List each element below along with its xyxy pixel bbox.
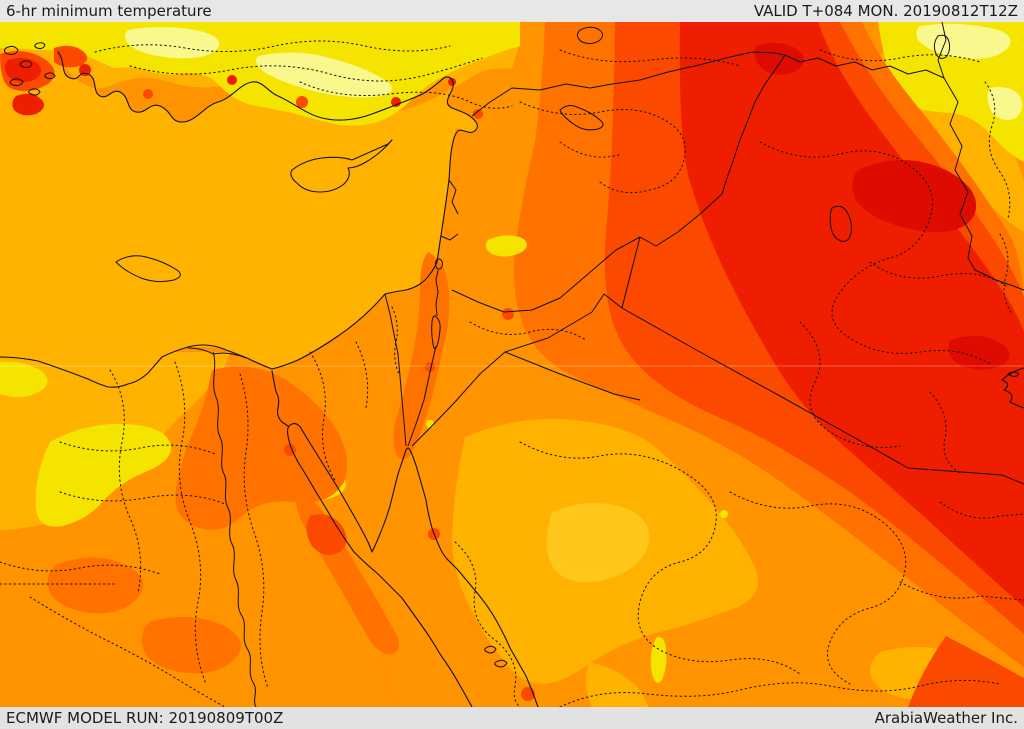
admin-egypt-3	[239, 373, 269, 689]
suez-canal	[271, 370, 289, 427]
red-sea-west-coastline	[286, 423, 473, 707]
contour-yellow-egypt-coast	[0, 361, 48, 398]
admin-turkey-5	[819, 49, 981, 63]
contour-pale-anatolia-1	[125, 27, 220, 59]
contour-darkred-mosul	[852, 160, 977, 233]
admin-egypt-2	[174, 361, 207, 685]
admin-egypt-6	[0, 561, 161, 575]
admin-iran-edge-2	[999, 233, 1013, 315]
contour-yellow-sinai-dot	[426, 420, 434, 428]
iraq-saudi-border	[621, 307, 1024, 485]
tiran-islands	[484, 645, 508, 668]
jordan-valley-borders	[407, 269, 439, 447]
lakes-and-rivers	[187, 26, 951, 707]
contour-pale-anatolia-2	[256, 52, 392, 98]
contour-red-aegean-2	[12, 93, 44, 116]
iran-iraq-border	[943, 77, 976, 271]
contour-darkorange-egypt-sw2	[141, 616, 241, 674]
admin-syria-1	[519, 101, 686, 194]
contour-pale-zagros-2	[987, 87, 1023, 120]
israel-egypt-border	[384, 293, 407, 447]
contour-red-iraq	[679, 22, 1024, 607]
admin-saudi-4	[559, 679, 1001, 707]
turkey-syria-border	[471, 51, 786, 117]
contour-orangered-bottom-right	[908, 636, 1024, 707]
attribution-label: ArabiaWeather Inc.	[874, 709, 1018, 727]
contour-orangered-redsea-west-spot	[306, 514, 347, 555]
coastlines	[0, 42, 1024, 707]
contour-yellow-galilee	[485, 235, 527, 257]
admin-israel	[391, 306, 401, 377]
jordan-iraq-border	[621, 236, 641, 309]
lebanon-borders	[440, 179, 459, 241]
contour-darkred-kuwait	[948, 335, 1010, 370]
admin-iraq-3	[799, 321, 901, 448]
admin-egypt-sw-diagonal	[29, 596, 226, 707]
jordan-saudi-border	[504, 293, 641, 401]
sea-of-galilee	[435, 258, 443, 270]
admin-turkey-3	[299, 81, 513, 109]
aegean-islands	[3, 42, 56, 96]
syria-jordan-border	[451, 236, 641, 313]
nile-delta-branches	[187, 347, 247, 359]
lake-tuz	[576, 26, 604, 45]
model-run-label: ECMWF MODEL RUN: 20190809T00Z	[6, 709, 284, 727]
syria-iraq-border	[639, 54, 786, 247]
persian-gulf-coastline	[974, 269, 1024, 291]
contour-orangered-south-syria-spot	[502, 308, 514, 320]
cyprus-island	[290, 139, 393, 193]
admin-egypt-5	[59, 491, 226, 505]
footer-bar: ECMWF MODEL RUN: 20190809T00Z ArabiaWeat…	[0, 707, 1024, 729]
jordan-saudi-border-west	[411, 351, 506, 447]
lake-tharthar	[829, 205, 852, 242]
header-bar: 6-hr minimum temperature VALID T+084 MON…	[0, 0, 1024, 22]
contour-pale-zagros-1	[916, 23, 1011, 59]
kuwait-island	[1007, 371, 1020, 377]
admin-saudi-1	[519, 441, 801, 675]
contour-amber-saudi-south	[585, 662, 648, 707]
admin-saudi-2	[729, 491, 907, 685]
admin-iraq-1	[759, 141, 991, 365]
contour-darkorange-egypt-sw1	[47, 557, 144, 614]
crete-island	[115, 255, 181, 283]
contour-yellow-saudi-dot	[720, 510, 728, 518]
turkey-iraq-border	[784, 54, 945, 79]
contour-field	[0, 22, 1024, 707]
admin-sinai-2	[355, 341, 369, 409]
admin-syria-2	[559, 141, 623, 158]
red-sea-east-coastline-sinai-aqaba	[291, 423, 539, 707]
admin-turkey-2	[129, 57, 483, 82]
kuwait-coastline	[1001, 367, 1024, 409]
admin-iran-edge-1	[984, 81, 1011, 219]
temperature-map-svg	[0, 22, 1024, 707]
contour-darkred-seturkey	[754, 42, 804, 75]
page-title: 6-hr minimum temperature	[6, 2, 212, 20]
admin-jordan	[469, 321, 587, 341]
country-borders	[384, 22, 1024, 485]
mediterranean-coastline	[0, 51, 478, 388]
admin-boundaries	[0, 40, 1024, 707]
dead-sea	[431, 315, 441, 350]
admin-egypt-1	[109, 369, 142, 593]
contour-orangered-deadsea-spot	[425, 362, 435, 372]
admin-iraq-4	[929, 391, 963, 475]
contour-red-coast-spots	[79, 64, 483, 119]
contour-amber-mediterranean	[0, 46, 478, 387]
admin-iraq-2	[869, 261, 1007, 287]
admin-saudi-6	[899, 581, 1024, 601]
temperature-map	[0, 22, 1024, 707]
contour-yellow-saudi-sliver	[650, 637, 667, 683]
contour-yellow-egypt-desert	[35, 423, 172, 527]
lake-assad	[559, 105, 604, 131]
contour-darkorange-jordan-valley	[393, 252, 450, 460]
lake-van	[933, 34, 951, 59]
valid-time-label: VALID T+084 MON. 20190812T12Z	[753, 2, 1018, 20]
admin-egypt-4	[59, 441, 216, 455]
turkey-iran-border	[937, 22, 947, 79]
contour-lightamber-saudi	[546, 502, 650, 583]
nile-river	[212, 351, 257, 707]
contour-yellow-anatolia	[0, 22, 520, 126]
